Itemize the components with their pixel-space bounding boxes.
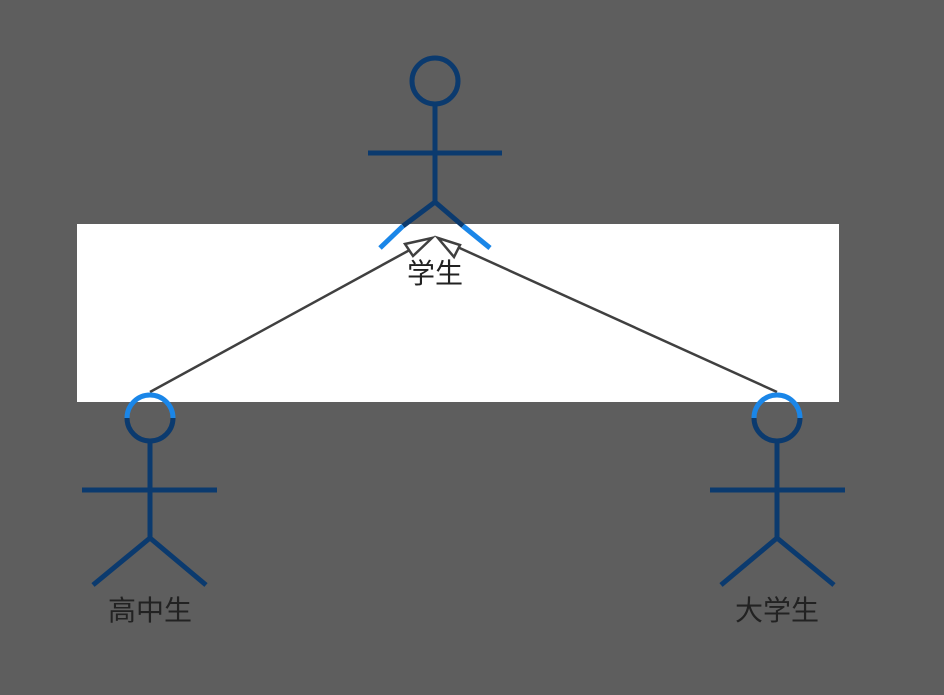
actor-head-lower-icon <box>751 417 803 444</box>
actor-head-icon <box>409 55 461 107</box>
actor-right-leg <box>775 536 836 587</box>
actor-head-upper-highlight-icon <box>751 392 803 419</box>
actor-left-leg <box>401 200 437 228</box>
highlight-panel <box>77 224 839 402</box>
connector-line <box>441 238 778 394</box>
actor-head-upper-highlight-icon <box>124 392 176 419</box>
hollow-triangle-arrowhead-icon <box>402 235 437 258</box>
connector-line <box>149 238 429 394</box>
actor-left-leg-highlight <box>378 224 405 250</box>
actor-label-university-student: 大学生 <box>735 594 819 627</box>
actor-label-student: 学生 <box>407 257 463 290</box>
actor-right-leg <box>433 200 465 228</box>
generalization-high-school-to-student[interactable] <box>149 235 437 394</box>
actor-right-leg <box>148 536 208 587</box>
generalization-university-to-student[interactable] <box>434 235 778 394</box>
actor-high-school-student[interactable]: 高中生 <box>82 392 217 627</box>
hollow-triangle-arrowhead-icon <box>434 235 462 260</box>
actor-university-student[interactable]: 大学生 <box>710 392 845 627</box>
actor-student[interactable]: 学生 <box>368 55 502 290</box>
actor-left-leg <box>719 536 779 587</box>
actor-label-high-school-student: 高中生 <box>108 594 192 627</box>
actor-right-leg-highlight <box>461 224 492 250</box>
actor-head-lower-icon <box>124 417 176 444</box>
actor-left-leg <box>91 536 152 587</box>
